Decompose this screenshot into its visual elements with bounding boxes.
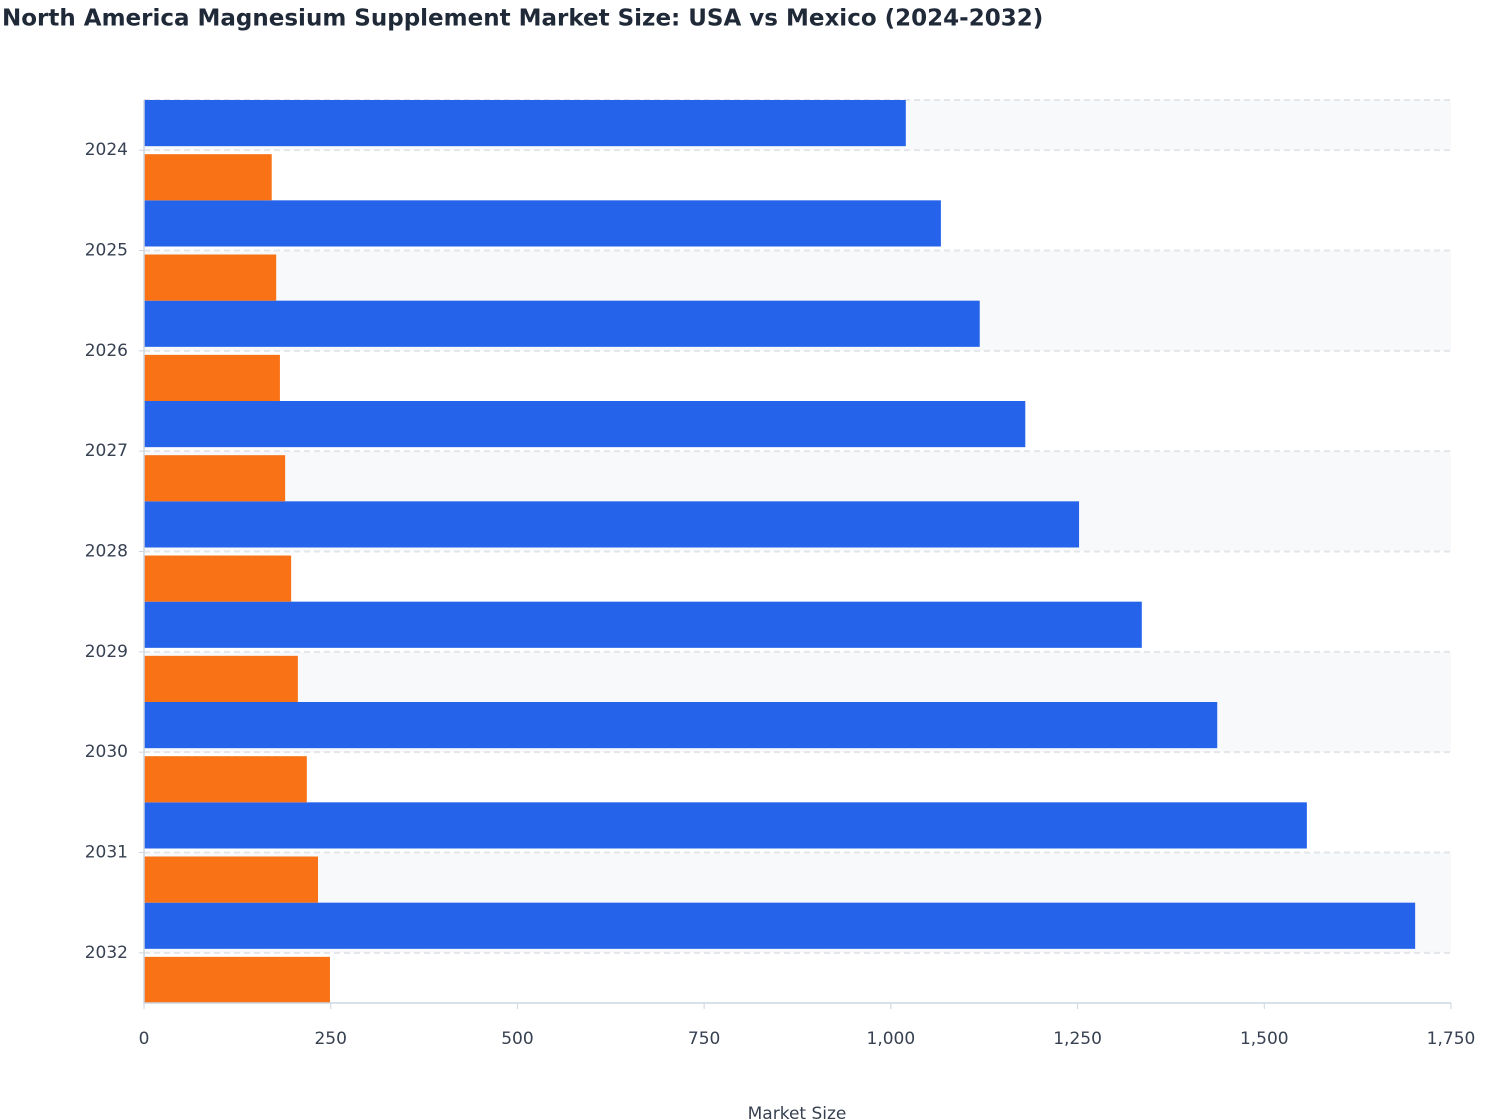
bar: [144, 655, 298, 702]
chart-title: North America Magnesium Supplement Marke…: [2, 6, 1043, 32]
bar: [144, 254, 277, 301]
bar: [144, 956, 330, 1003]
bar: [144, 100, 906, 147]
y-tick-label: 2029: [85, 642, 128, 662]
x-tick-label: 1,500: [1240, 1029, 1289, 1049]
bar: [144, 455, 286, 502]
bar: [144, 501, 1080, 548]
bar: [144, 756, 307, 803]
y-tick-label: 2026: [85, 341, 128, 361]
y-tick-label: 2028: [85, 542, 128, 562]
y-tick-label: 2031: [85, 843, 128, 863]
bar: [144, 802, 1307, 849]
bar: [144, 702, 1218, 749]
x-tick-label: 500: [501, 1029, 533, 1049]
bar: [144, 601, 1142, 648]
y-tick-label: 2025: [85, 241, 128, 261]
bar: [144, 856, 319, 903]
x-tick-label: 1,000: [867, 1029, 916, 1049]
x-axis-label: Market Size: [748, 1104, 847, 1120]
bar: [144, 401, 1026, 448]
bar: [144, 154, 272, 201]
x-tick-label: 1,250: [1053, 1029, 1102, 1049]
y-tick-label: 2030: [85, 742, 128, 762]
bar: [144, 354, 280, 401]
bar: [144, 555, 292, 602]
bar: [144, 300, 980, 347]
bar: [144, 902, 1416, 949]
x-tick-label: 250: [314, 1029, 346, 1049]
x-tick-label: 1,750: [1427, 1029, 1476, 1049]
y-tick-label: 2032: [85, 943, 128, 963]
y-tick-label: 2027: [85, 441, 128, 461]
x-tick-label: 750: [688, 1029, 720, 1049]
y-tick-label: 2024: [85, 140, 128, 160]
bar: [144, 200, 941, 247]
x-tick-label: 0: [139, 1029, 150, 1049]
